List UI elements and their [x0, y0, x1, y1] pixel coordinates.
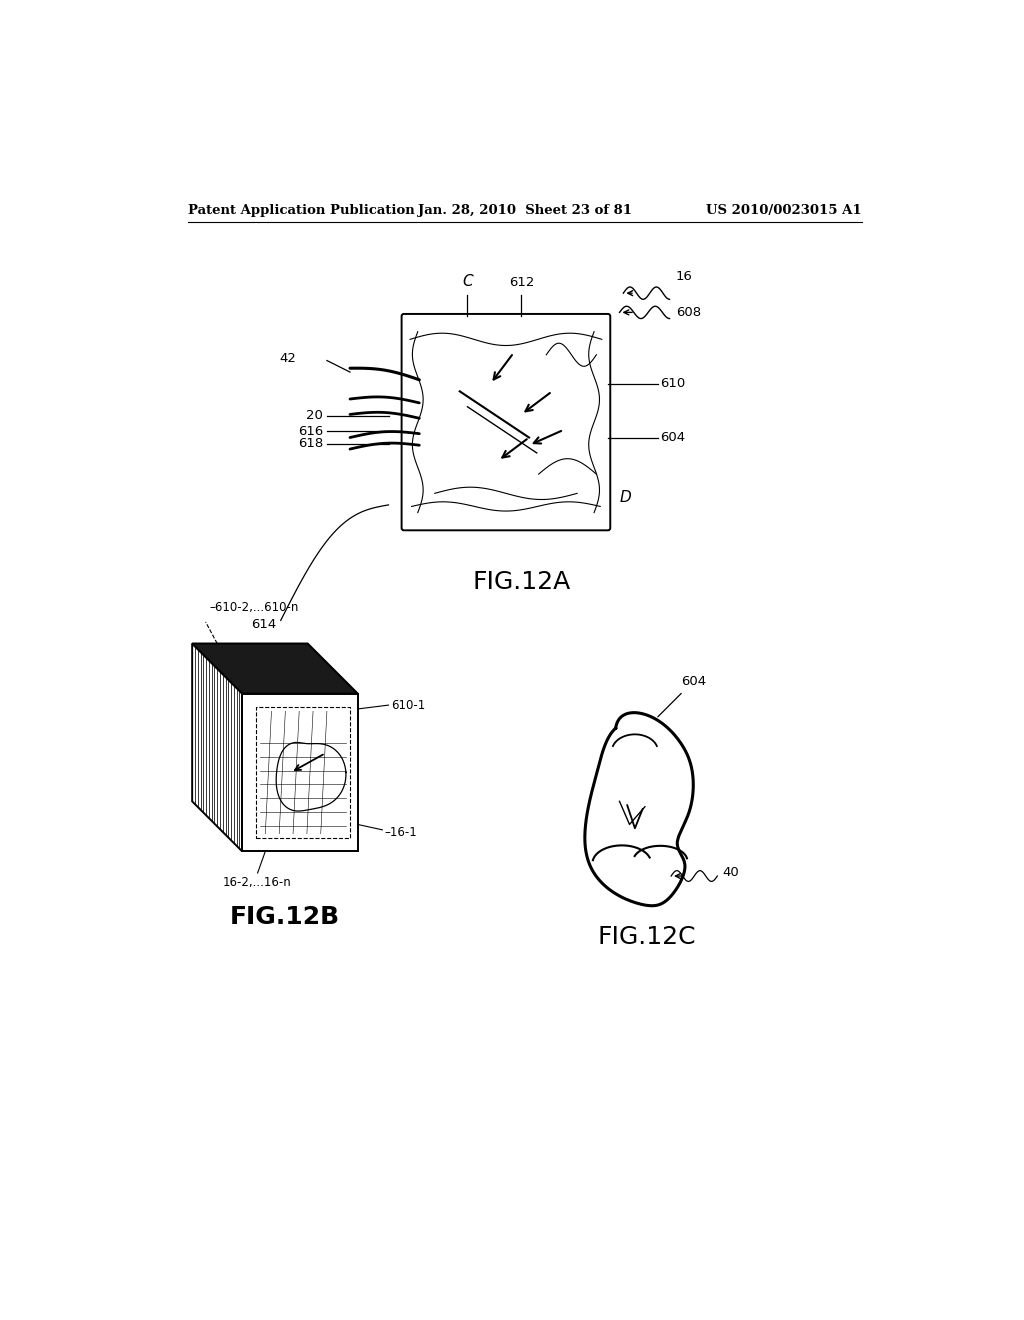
Text: 608: 608: [676, 306, 700, 319]
Text: FIG.12B: FIG.12B: [229, 906, 340, 929]
Text: 20: 20: [306, 409, 323, 422]
Text: Patent Application Publication: Patent Application Publication: [188, 205, 415, 218]
Polygon shape: [193, 644, 357, 693]
Text: Jan. 28, 2010  Sheet 23 of 81: Jan. 28, 2010 Sheet 23 of 81: [418, 205, 632, 218]
Text: 614: 614: [252, 618, 276, 631]
Text: –16-1: –16-1: [385, 825, 418, 838]
Text: 42: 42: [280, 352, 296, 366]
Text: 40: 40: [722, 866, 738, 879]
FancyBboxPatch shape: [401, 314, 610, 531]
Text: FIG.12C: FIG.12C: [597, 924, 695, 949]
Text: FIG.12A: FIG.12A: [472, 570, 570, 594]
Polygon shape: [243, 693, 357, 851]
Text: 604: 604: [660, 432, 685, 444]
Text: 16: 16: [676, 269, 692, 282]
Text: 616: 616: [298, 425, 323, 438]
Text: 612: 612: [509, 276, 535, 289]
Text: 610-1: 610-1: [391, 698, 425, 711]
Text: US 2010/0023015 A1: US 2010/0023015 A1: [707, 205, 862, 218]
Polygon shape: [193, 644, 243, 851]
Text: 16-2,...16-n: 16-2,...16-n: [223, 875, 292, 888]
Text: 618: 618: [298, 437, 323, 450]
Text: D: D: [620, 490, 631, 504]
Text: 604: 604: [681, 675, 707, 688]
Text: 610: 610: [660, 378, 686, 391]
Text: –610-2,...610-n: –610-2,...610-n: [210, 601, 299, 614]
Text: C: C: [462, 273, 473, 289]
